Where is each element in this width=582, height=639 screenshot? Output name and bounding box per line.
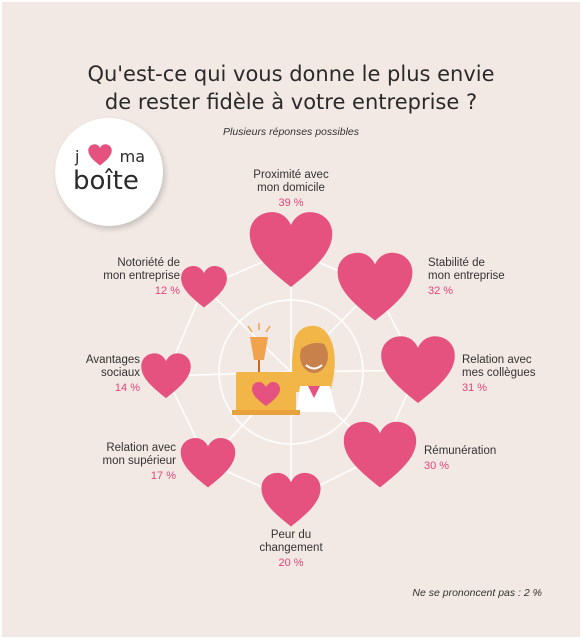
title-line-2: de rester fidèle à votre entreprise ? bbox=[104, 90, 478, 114]
heart-mark bbox=[141, 353, 191, 399]
heart-mark bbox=[261, 472, 321, 527]
heart-mark bbox=[343, 421, 417, 488]
logo-ma: ma bbox=[119, 147, 146, 166]
heart-mark bbox=[337, 252, 413, 321]
hearts bbox=[141, 212, 455, 527]
heart-mark bbox=[249, 212, 333, 287]
logo-circle bbox=[55, 118, 163, 226]
category-label: Proximité avec mon domicile bbox=[253, 169, 329, 194]
value-label: 20 % bbox=[278, 557, 303, 569]
page-title: Qu'est-ce qui vous donne le plus envie d… bbox=[0, 60, 582, 116]
heart-mark bbox=[180, 438, 236, 488]
labels: Proximité avec mon domicile 39 % Stabilité … bbox=[86, 169, 536, 569]
category-label: Peur du changement bbox=[259, 529, 323, 554]
value-label: 31 % bbox=[462, 382, 487, 394]
heart-mark bbox=[181, 266, 227, 308]
value-label: 39 % bbox=[278, 197, 303, 209]
value-label: 32 % bbox=[428, 285, 453, 297]
footnote: Ne se prononcent pas : 2 % bbox=[412, 587, 542, 599]
value-label: 14 % bbox=[115, 382, 140, 394]
logo-j: j bbox=[75, 147, 80, 166]
laptop-heart-icon bbox=[252, 382, 280, 406]
category-label: Stabilité de mon entreprise bbox=[428, 257, 505, 282]
category-label: Relation avec mon supérieur bbox=[102, 442, 176, 467]
category-label: Notoriété de mon entreprise bbox=[103, 257, 180, 282]
woman-icon bbox=[292, 325, 336, 412]
category-label: Rémunération bbox=[424, 445, 496, 457]
category-label: Relation avec mes collègues bbox=[462, 354, 536, 379]
center-ring bbox=[218, 299, 364, 445]
value-label: 30 % bbox=[424, 460, 449, 472]
laptop-icon bbox=[232, 372, 300, 415]
heart-icon bbox=[87, 144, 112, 166]
value-label: 12 % bbox=[155, 285, 180, 297]
center-illustration bbox=[232, 323, 336, 415]
title-line-1: Qu'est-ce qui vous donne le plus envie bbox=[87, 62, 495, 86]
logo: j ma boîte bbox=[55, 118, 185, 230]
heart-mark bbox=[381, 336, 455, 403]
category-label: Avantages sociaux bbox=[86, 354, 140, 379]
spoke-line bbox=[203, 286, 292, 373]
subtitle: Plusieurs réponses possibles bbox=[223, 126, 359, 138]
value-label: 17 % bbox=[151, 470, 176, 482]
logo-line-1: j ma bbox=[75, 144, 145, 166]
logo-line-2: boîte bbox=[73, 166, 139, 196]
lamp-icon bbox=[247, 323, 271, 379]
